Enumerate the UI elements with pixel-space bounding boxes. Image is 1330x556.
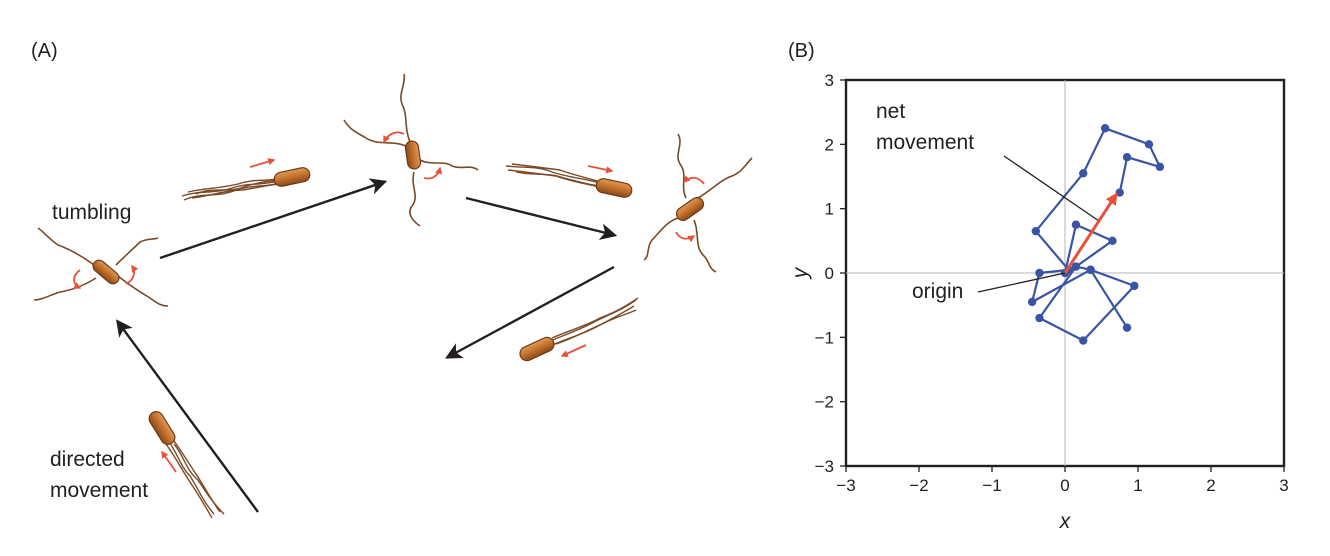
x-tick-label: 2	[1206, 476, 1215, 495]
panel-b-label: (B)	[788, 40, 815, 62]
data-point	[1071, 220, 1081, 229]
y-tick-label: −3	[815, 457, 834, 476]
swimming-bacterium-3	[519, 297, 639, 362]
swimming-bacterium-2	[505, 163, 633, 198]
y-tick-label: 0	[825, 264, 834, 283]
net-movement-arrow	[1063, 192, 1118, 274]
net-movement-leader-line	[1003, 155, 1099, 221]
data-point	[1155, 162, 1165, 172]
tumbling-bacterium-1	[33, 227, 169, 307]
data-point	[1130, 281, 1139, 291]
data-point	[1071, 262, 1081, 271]
y-tick-label: −2	[815, 393, 834, 412]
data-point	[1115, 188, 1124, 197]
net-movement-label-line2: movement	[876, 131, 974, 154]
y-tick-label: −1	[815, 328, 834, 347]
origin-leader-line	[977, 272, 1066, 293]
data-point	[1086, 265, 1095, 274]
x-tick-label: 0	[1060, 476, 1069, 495]
directed-movement-label-line2: movement	[50, 479, 149, 502]
y-axis-label: y	[789, 266, 812, 280]
x-tick-label: −2	[909, 476, 928, 495]
tumbling-label: tumbling	[52, 201, 132, 224]
data-point	[1122, 153, 1132, 162]
x-tick-label: −3	[836, 476, 855, 495]
y-tick-label: 1	[825, 200, 834, 219]
path-arrow-3	[465, 196, 618, 240]
data-point	[1035, 313, 1044, 323]
path-arrow-4	[445, 265, 615, 359]
path-arrow-2	[159, 178, 388, 260]
data-point	[1144, 140, 1154, 149]
data-point	[1079, 336, 1088, 345]
net-movement-label-line1: net	[876, 100, 905, 123]
net-movement-vector	[1063, 192, 1118, 274]
tumbling-bacterium-2	[343, 73, 479, 227]
y-tick-label: 3	[825, 71, 834, 90]
panel-a-diagram	[33, 73, 753, 519]
random-walk-plot: −3 −2 −1 0 1 2 3 3 2 1 0 −1 −2 −3 x y net movement or…	[789, 71, 1289, 533]
data-point	[1100, 124, 1110, 133]
data-point	[1122, 323, 1132, 332]
origin-label: origin	[912, 280, 963, 303]
x-tick-label: 3	[1279, 476, 1288, 495]
tumbling-bacterium-3	[643, 133, 753, 273]
x-tick-label: 1	[1133, 476, 1142, 495]
x-tick-label: −1	[982, 476, 1001, 495]
data-point	[1079, 169, 1088, 178]
random-walk-path	[1031, 127, 1161, 342]
plot-ticks: −3 −2 −1 0 1 2 3 3 2 1 0 −1 −2 −3	[815, 71, 1289, 495]
data-point	[1108, 236, 1117, 246]
random-walk-points	[1027, 124, 1165, 345]
x-axis-label: x	[1059, 510, 1072, 533]
path-arrow-1	[116, 319, 259, 513]
random-walk-line	[1031, 127, 1161, 342]
directed-movement-label-line1: directed	[50, 448, 125, 471]
swimming-bacterium-4	[148, 411, 225, 519]
data-point	[1027, 297, 1037, 307]
data-point	[1031, 226, 1040, 236]
y-tick-label: 2	[825, 135, 834, 154]
panel-a-label: (A)	[31, 40, 58, 62]
swimming-bacterium-1	[181, 158, 311, 201]
data-point	[1035, 268, 1044, 278]
